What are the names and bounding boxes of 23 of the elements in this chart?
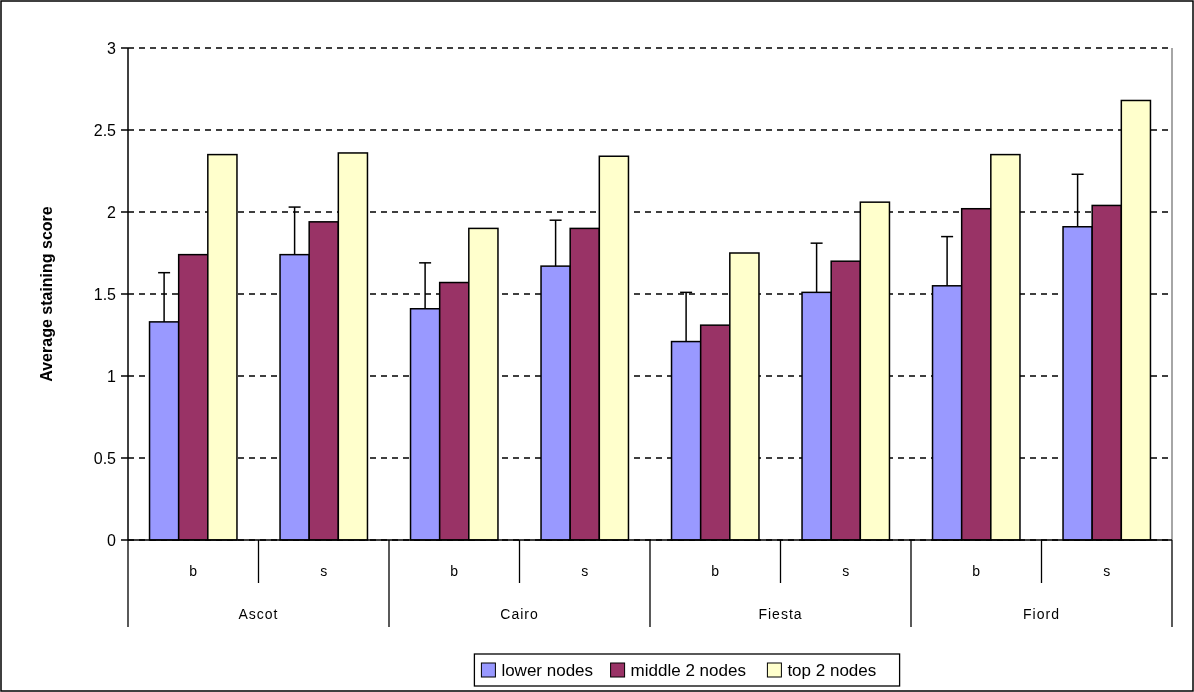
text: Fiord: [1023, 606, 1060, 622]
y-tick-label: 0.5: [93, 449, 117, 467]
legend-label: top 2 nodes: [787, 660, 877, 680]
text: Fiesta: [758, 606, 803, 622]
y-axis-title: Average staining score: [38, 206, 55, 382]
text: Cairo: [500, 606, 539, 622]
x-tick-label: s: [581, 563, 589, 579]
legend-label: lower nodes: [501, 660, 594, 680]
y-tick-label: 0: [107, 531, 117, 549]
x-tick-label: b: [450, 563, 459, 579]
text: Ascot: [238, 606, 279, 622]
y-tick-label: 1.5: [93, 285, 117, 303]
y-tick-label: 2.5: [93, 121, 117, 139]
y-tick-label: 2: [107, 203, 117, 221]
y-tick-label: 3: [107, 39, 117, 57]
legend-label: middle 2 nodes: [630, 660, 746, 680]
x-tick-label: s: [842, 563, 850, 579]
x-tick-label: b: [189, 563, 198, 579]
x-tick-label: b: [711, 563, 720, 579]
x-tick-label: s: [1103, 563, 1111, 579]
y-tick-label: 1: [107, 367, 117, 385]
x-tick-label: b: [972, 563, 981, 579]
x-tick-label: s: [320, 563, 328, 579]
